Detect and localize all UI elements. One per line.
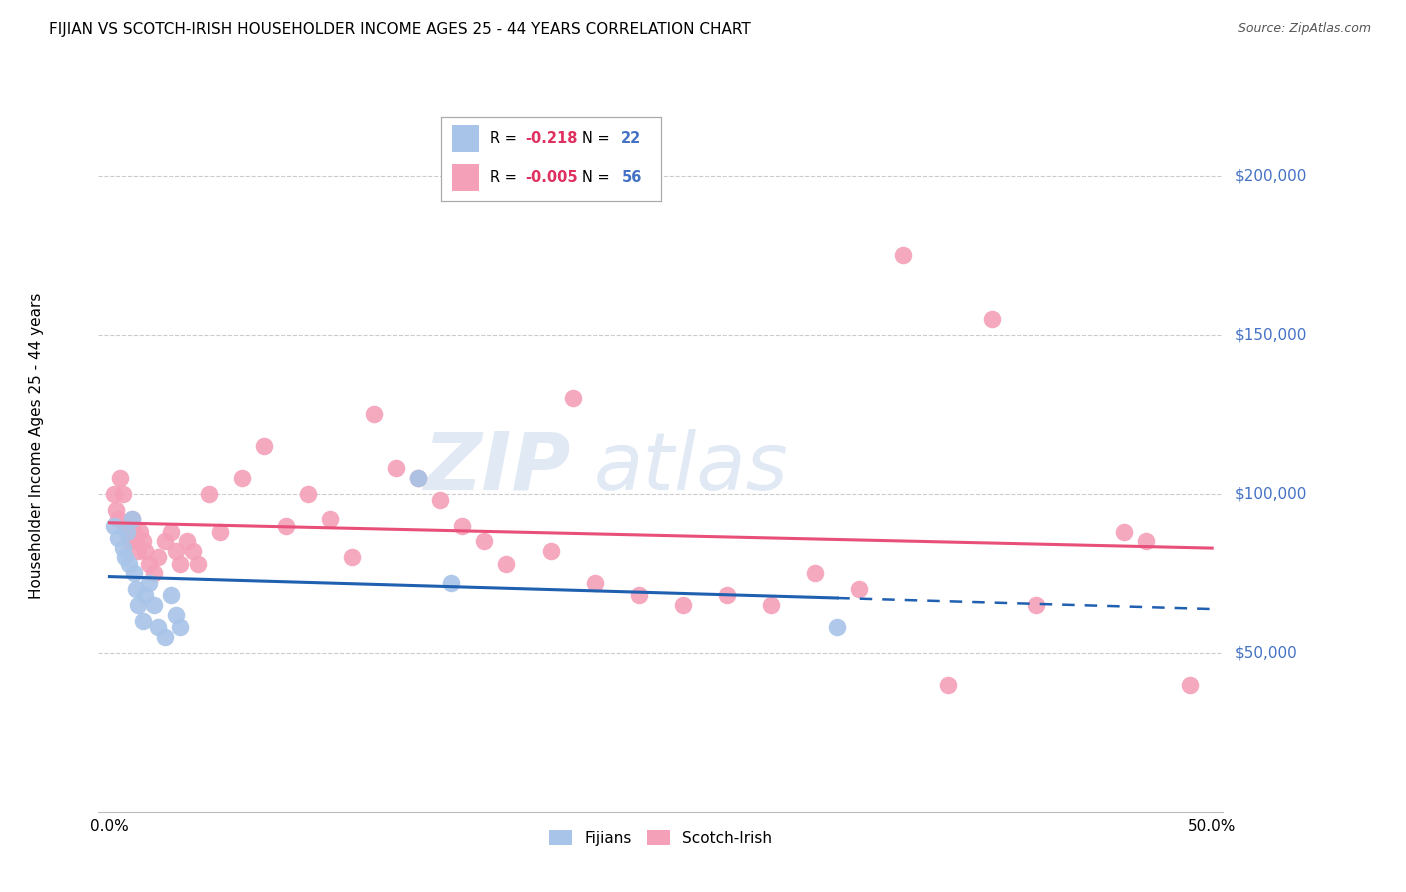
Point xyxy=(893,248,915,262)
Point xyxy=(110,471,132,485)
Point xyxy=(134,589,156,603)
Point xyxy=(197,486,219,500)
Point xyxy=(936,677,959,691)
Point xyxy=(127,598,149,612)
Point xyxy=(980,311,1002,326)
Point xyxy=(107,531,129,545)
Point xyxy=(153,534,176,549)
Point xyxy=(759,598,782,612)
Point xyxy=(583,575,606,590)
Point xyxy=(825,620,848,634)
Point xyxy=(1025,598,1047,612)
Point xyxy=(804,566,827,581)
Point xyxy=(142,598,165,612)
Point xyxy=(340,550,363,565)
Point xyxy=(160,524,183,539)
Point xyxy=(107,512,129,526)
Text: Householder Income Ages 25 - 44 years: Householder Income Ages 25 - 44 years xyxy=(30,293,44,599)
Point xyxy=(297,486,319,500)
Point xyxy=(406,471,429,485)
Point xyxy=(1135,534,1157,549)
Point xyxy=(231,471,253,485)
Point xyxy=(115,524,138,539)
Point xyxy=(181,544,204,558)
Text: ZIP: ZIP xyxy=(423,429,571,507)
Point xyxy=(127,544,149,558)
Point xyxy=(385,461,408,475)
Point xyxy=(440,575,463,590)
Text: $150,000: $150,000 xyxy=(1234,327,1306,343)
Point xyxy=(474,534,496,549)
Point xyxy=(561,392,583,406)
Point xyxy=(122,566,145,581)
Point xyxy=(138,575,160,590)
Text: $100,000: $100,000 xyxy=(1234,486,1306,501)
Point xyxy=(406,471,429,485)
Point xyxy=(103,486,125,500)
Point xyxy=(716,589,738,603)
Point xyxy=(160,589,183,603)
Point xyxy=(111,541,134,555)
Point xyxy=(848,582,870,596)
Text: $50,000: $50,000 xyxy=(1234,645,1298,660)
Point xyxy=(142,566,165,581)
Point xyxy=(187,557,209,571)
Point xyxy=(169,620,191,634)
Text: FIJIAN VS SCOTCH-IRISH HOUSEHOLDER INCOME AGES 25 - 44 YEARS CORRELATION CHART: FIJIAN VS SCOTCH-IRISH HOUSEHOLDER INCOM… xyxy=(49,22,751,37)
Point xyxy=(134,544,156,558)
Point xyxy=(1178,677,1201,691)
Point xyxy=(165,544,187,558)
Point xyxy=(1112,524,1135,539)
Point xyxy=(129,524,152,539)
Text: Source: ZipAtlas.com: Source: ZipAtlas.com xyxy=(1237,22,1371,36)
Point xyxy=(122,524,145,539)
Point xyxy=(495,557,517,571)
Point xyxy=(103,518,125,533)
Point xyxy=(146,550,169,565)
Point xyxy=(274,518,297,533)
Text: atlas: atlas xyxy=(593,429,789,507)
Point xyxy=(115,524,138,539)
Point xyxy=(627,589,650,603)
Point xyxy=(672,598,695,612)
Point xyxy=(121,512,143,526)
Point xyxy=(451,518,474,533)
Point xyxy=(105,502,128,516)
Point xyxy=(429,493,451,508)
Point xyxy=(169,557,191,571)
Point xyxy=(114,518,136,533)
Point xyxy=(138,557,160,571)
Text: $200,000: $200,000 xyxy=(1234,169,1306,183)
Point xyxy=(118,534,141,549)
Point xyxy=(540,544,562,558)
Point xyxy=(146,620,169,634)
Point xyxy=(131,614,153,628)
Legend: Fijians, Scotch-Irish: Fijians, Scotch-Irish xyxy=(543,823,779,852)
Point xyxy=(208,524,231,539)
Point xyxy=(131,534,153,549)
Point xyxy=(253,439,276,453)
Point xyxy=(118,557,141,571)
Point xyxy=(125,582,148,596)
Point xyxy=(121,512,143,526)
Point xyxy=(176,534,198,549)
Point xyxy=(125,534,148,549)
Point xyxy=(363,407,385,421)
Point xyxy=(114,550,136,565)
Point xyxy=(165,607,187,622)
Point xyxy=(153,630,176,644)
Point xyxy=(111,486,134,500)
Point xyxy=(319,512,342,526)
